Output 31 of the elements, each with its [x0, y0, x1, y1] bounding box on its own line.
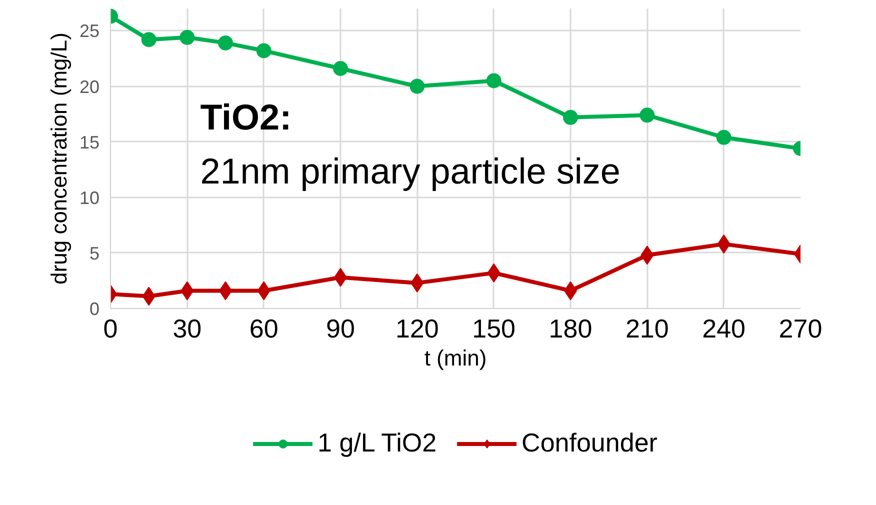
x-tick-label: 210 [625, 314, 669, 344]
x-tick-label: 120 [395, 314, 439, 344]
annotation: TiO2: [200, 96, 292, 138]
x-tick-label: 270 [778, 314, 822, 344]
point [716, 130, 732, 145]
x-axis-title: t (min) [424, 346, 487, 370]
point [410, 78, 425, 94]
x-tick-label: 240 [702, 314, 746, 344]
x-tick-label: 180 [548, 314, 592, 344]
point [640, 108, 655, 123]
point [333, 61, 348, 76]
point [180, 30, 195, 45]
x-tick-label: 90 [326, 314, 355, 344]
x-tick-label: 60 [249, 314, 278, 344]
point [486, 73, 502, 88]
point [256, 43, 272, 58]
x-tick-label: 150 [472, 314, 516, 344]
point [563, 110, 578, 125]
point [141, 32, 156, 48]
y-tick-label: 25 [79, 21, 100, 42]
y-axis-title: drug concentration (mg/L) [46, 32, 72, 284]
annotation: 21nm primary particle size [200, 150, 620, 192]
y-tick-label: 5 [89, 243, 100, 264]
y-tick-label: 0 [89, 299, 100, 319]
y-tick-label: 15 [79, 132, 100, 152]
y-tick-label: 20 [79, 76, 100, 97]
y-tick-label: 10 [79, 188, 100, 208]
legend-label: Confounder [522, 428, 658, 458]
x-tick-label: 30 [172, 314, 202, 344]
point [218, 35, 233, 50]
legend-label: 1 g/L TiO2 [318, 428, 437, 458]
